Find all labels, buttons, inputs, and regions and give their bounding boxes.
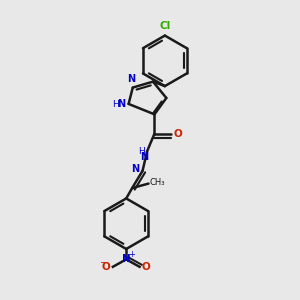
Text: N: N <box>122 254 130 264</box>
Text: CH₃: CH₃ <box>150 178 166 188</box>
Text: H: H <box>138 147 145 156</box>
Text: Cl: Cl <box>159 21 170 31</box>
Text: O: O <box>142 262 151 272</box>
Text: N: N <box>127 74 135 84</box>
Text: +: + <box>128 250 135 259</box>
Text: O: O <box>102 262 110 272</box>
Text: O: O <box>173 129 182 139</box>
Text: H: H <box>112 100 119 109</box>
Text: N: N <box>140 152 148 162</box>
Text: −: − <box>100 258 109 268</box>
Text: N: N <box>117 99 125 109</box>
Text: N: N <box>131 164 140 174</box>
